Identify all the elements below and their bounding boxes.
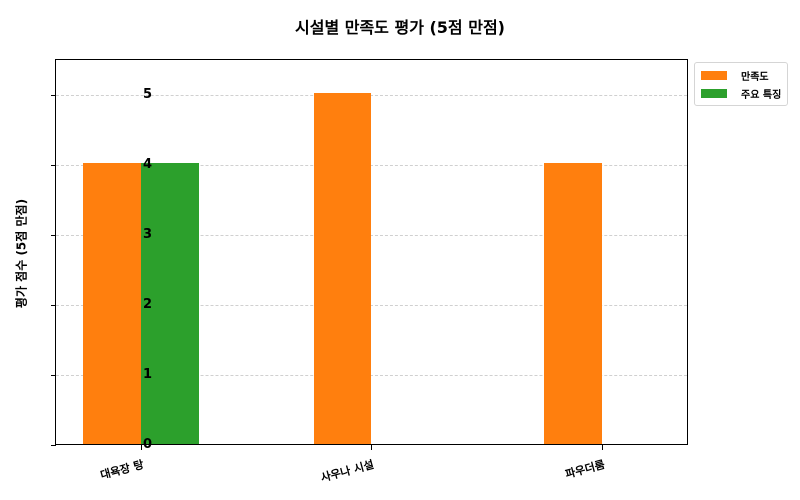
y-axis-title: 평가 점수 (5점 만점) bbox=[14, 198, 29, 309]
ytick-label-0: 0 bbox=[142, 437, 152, 452]
legend-item-satisfaction: 만족도 bbox=[701, 68, 769, 83]
legend: 만족도 주요 특징 bbox=[694, 62, 788, 106]
xtick-label-powder-room: 파우더룸 bbox=[563, 457, 606, 481]
ytick-2 bbox=[51, 305, 56, 306]
legend-swatch-green bbox=[701, 88, 727, 98]
xtick-sauna bbox=[371, 445, 372, 450]
ytick-label-3: 3 bbox=[142, 227, 152, 242]
ytick-0 bbox=[51, 445, 56, 446]
ytick-5 bbox=[51, 95, 56, 96]
ytick-label-5: 5 bbox=[142, 87, 152, 102]
plot-area bbox=[51, 59, 688, 446]
bar-satisfaction-powder-room bbox=[544, 163, 602, 444]
ytick-1 bbox=[51, 375, 56, 376]
bar-satisfaction-sauna bbox=[314, 93, 371, 444]
ytick-label-1: 1 bbox=[142, 367, 152, 382]
xtick-label-sauna: 사우나 시설 bbox=[318, 457, 375, 485]
ytick-label-4: 4 bbox=[142, 157, 152, 172]
xtick-bath bbox=[141, 445, 142, 450]
gridline-3 bbox=[56, 235, 687, 236]
gridline-2 bbox=[56, 305, 687, 306]
xtick-label-bath: 대욕장 탕 bbox=[98, 457, 145, 482]
bar-satisfaction-bath bbox=[83, 163, 141, 444]
gridline-4 bbox=[56, 165, 687, 166]
legend-label: 주요 특징 bbox=[741, 89, 782, 101]
ytick-3 bbox=[51, 235, 56, 236]
gridline-5 bbox=[56, 95, 687, 96]
xtick-powder-room bbox=[602, 445, 603, 450]
chart-title: 시설별 만족도 평가 (5점 만점) bbox=[295, 18, 505, 37]
legend-swatch-orange bbox=[701, 70, 727, 80]
bar-features-bath bbox=[141, 163, 199, 444]
legend-item-features: 주요 특징 bbox=[701, 86, 782, 101]
gridline-1 bbox=[56, 375, 687, 376]
ytick-4 bbox=[51, 165, 56, 166]
legend-label: 만족도 bbox=[741, 71, 769, 83]
ytick-label-2: 2 bbox=[142, 297, 152, 312]
